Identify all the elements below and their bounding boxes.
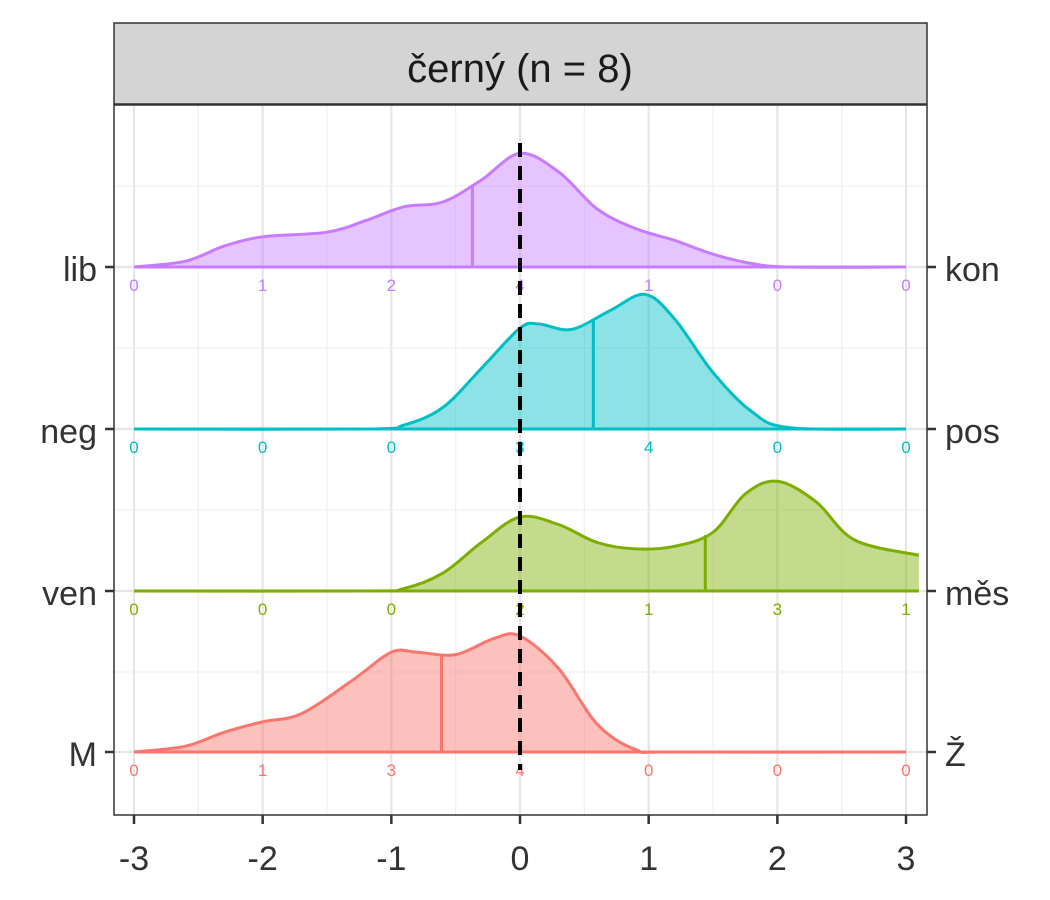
- count-label: 0: [258, 438, 267, 457]
- count-label: 1: [901, 600, 910, 619]
- x-tick-label: 2: [768, 840, 787, 878]
- count-label: 0: [644, 761, 653, 780]
- count-label: 0: [773, 438, 782, 457]
- ridge-outline: [133, 151, 907, 269]
- y-label-right: kon: [945, 251, 1000, 289]
- count-label: 1: [258, 276, 267, 295]
- ridge-outline: [133, 479, 920, 593]
- y-label-left: neg: [40, 413, 97, 451]
- x-tick-label: -3: [119, 840, 149, 878]
- count-label: 2: [387, 276, 396, 295]
- count-label: 0: [773, 761, 782, 780]
- x-tick-label: 3: [897, 840, 916, 878]
- x-tick-label: 1: [639, 840, 658, 878]
- count-label: 0: [387, 438, 396, 457]
- count-label: 4: [644, 438, 653, 457]
- count-label: 0: [258, 600, 267, 619]
- count-label: 3: [387, 761, 396, 780]
- facet-strip-background: [113, 22, 928, 105]
- ridge-area: [134, 153, 906, 268]
- axes: lib kon neg pos ven měs M Ž -3 -2 -1 0 1 2 3: [40, 251, 1009, 878]
- x-tick-label: -2: [248, 840, 278, 878]
- x-tick-label: -1: [376, 840, 406, 878]
- y-label-left: lib: [63, 251, 97, 289]
- x-tick-label: 0: [511, 840, 530, 878]
- count-label: 3: [773, 600, 782, 619]
- y-label-left: M: [69, 736, 97, 774]
- count-label: 1: [258, 761, 267, 780]
- count-label: 0: [129, 276, 138, 295]
- count-label: 0: [901, 761, 910, 780]
- count-label: 1: [644, 276, 653, 295]
- y-label-right: měs: [945, 575, 1009, 613]
- ridge-ven-měs: [133, 479, 920, 593]
- y-label-right: pos: [945, 413, 1000, 451]
- count-label: 0: [129, 438, 138, 457]
- ridge-area: [134, 481, 919, 592]
- ridge-area: [134, 633, 906, 753]
- count-label: 0: [901, 276, 910, 295]
- count-label: 0: [387, 600, 396, 619]
- chart-title: černý (n = 8): [407, 47, 633, 91]
- count-label: 4: [515, 761, 524, 780]
- y-label-right: Ž: [945, 736, 966, 774]
- facet-strip: černý (n = 8): [113, 22, 928, 105]
- ridge-outline: [133, 292, 907, 431]
- count-label: 0: [901, 438, 910, 457]
- count-labels: 0124100000340000021310134000: [129, 276, 910, 780]
- count-label: 0: [129, 761, 138, 780]
- count-label: 0: [773, 276, 782, 295]
- count-label: 1: [644, 600, 653, 619]
- y-label-left: ven: [42, 575, 97, 613]
- count-label: 0: [129, 600, 138, 619]
